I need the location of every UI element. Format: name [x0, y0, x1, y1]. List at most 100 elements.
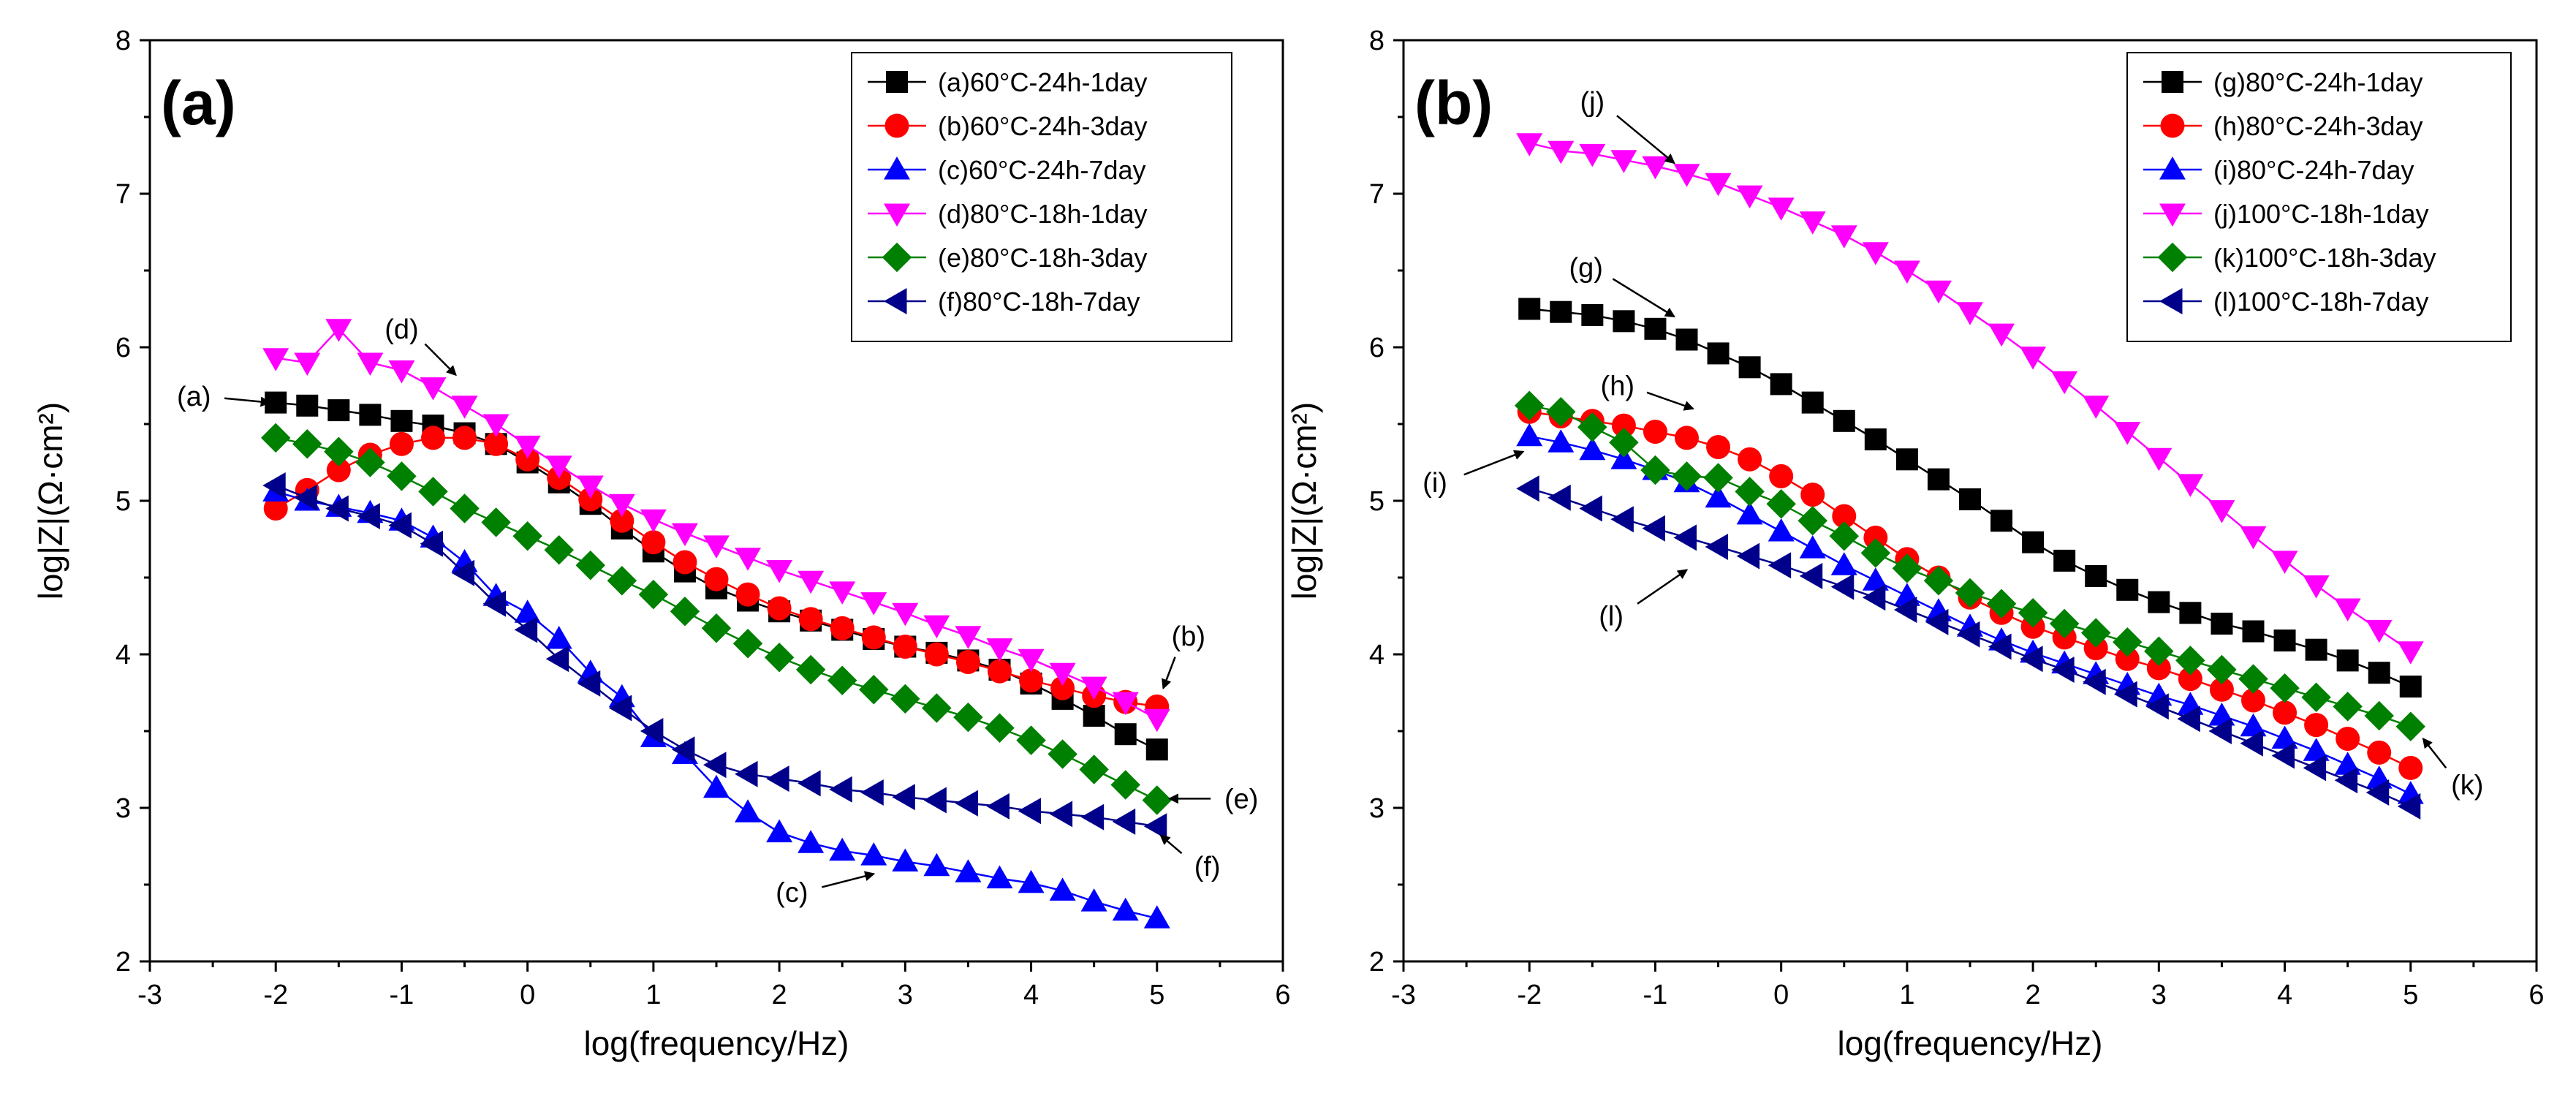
- data-point: [1830, 225, 1857, 249]
- data-point: [545, 455, 572, 479]
- legend-label: (g)80°C-24h-1day: [2213, 67, 2423, 97]
- data-point: [988, 659, 1012, 684]
- annotation-b: (b): [1162, 621, 1205, 690]
- annotation-arrow: [1612, 278, 1675, 318]
- data-point: [359, 404, 382, 426]
- panel-a-x-tick-label: 4: [1023, 980, 1039, 1010]
- data-point: [2085, 564, 2107, 587]
- panel-a-y-tick-label: 4: [115, 640, 131, 670]
- data-point: [2334, 767, 2358, 794]
- data-point: [420, 530, 443, 557]
- panel-b-x-tick-label: -1: [1643, 980, 1668, 1010]
- data-point: [1112, 808, 1136, 835]
- data-point: [1548, 429, 1575, 453]
- panel-b-y-tick-label: 6: [1369, 333, 1384, 363]
- data-point: [1736, 542, 1760, 570]
- data-point: [515, 447, 540, 472]
- data-point: [1673, 164, 1700, 187]
- legend-marker: [2159, 156, 2186, 180]
- data-point: [452, 426, 477, 450]
- data-point: [2053, 549, 2076, 572]
- data-point: [829, 581, 856, 605]
- panel-a-x-tick-label: 1: [645, 980, 661, 1010]
- panel-a-legend-box: [851, 52, 1232, 342]
- data-point: [1769, 464, 1794, 488]
- data-point: [421, 426, 445, 450]
- data-point: [1923, 565, 1954, 596]
- data-point: [2303, 738, 2330, 761]
- data-point: [1049, 662, 1076, 687]
- data-point: [1738, 447, 1762, 472]
- data-point: [1892, 553, 1922, 583]
- panel-a-y-tick-label: 7: [115, 179, 131, 210]
- annotation-e: (e): [1168, 784, 1258, 814]
- data-point: [1143, 708, 1170, 733]
- data-point: [1675, 328, 1698, 351]
- data-point: [2304, 713, 2329, 738]
- data-point: [2240, 526, 2267, 550]
- data-point: [482, 414, 509, 437]
- data-point: [1797, 506, 1827, 536]
- data-point: [2398, 755, 2423, 780]
- legend-entry: (e)80°C-18h-3day: [868, 242, 1148, 273]
- data-point: [388, 360, 415, 384]
- legend-entry: (i)80°C-24h-7day: [2143, 155, 2414, 185]
- data-point: [1577, 412, 1607, 442]
- data-point: [1640, 455, 1670, 485]
- data-point: [1832, 504, 1857, 529]
- data-point: [1799, 562, 1823, 589]
- data-point: [2083, 636, 2108, 661]
- data-point: [1049, 877, 1076, 901]
- data-point: [2240, 713, 2267, 737]
- data-point: [2145, 693, 2169, 720]
- data-point: [671, 523, 698, 547]
- data-point: [1050, 676, 1075, 700]
- data-point: [1516, 475, 1539, 502]
- panel-b-x-tick-label: 6: [2528, 980, 2544, 1010]
- panel-b-x-tick-label: -3: [1391, 980, 1416, 1010]
- data-point: [1707, 342, 1730, 365]
- panel-a-y-axis-label: log|Z|(Ω·cm²): [31, 402, 69, 600]
- data-point: [1990, 510, 2013, 532]
- data-point: [767, 596, 792, 621]
- legend-entry: (d)80°C-18h-1day: [868, 199, 1148, 229]
- data-point: [2303, 575, 2330, 599]
- data-point: [1673, 524, 1697, 551]
- data-point: [2207, 654, 2237, 685]
- data-point: [2116, 578, 2139, 601]
- data-point: [1829, 521, 1860, 551]
- data-point: [2175, 646, 2205, 676]
- panel-b-y-tick-label: 3: [1369, 793, 1384, 824]
- data-point: [578, 487, 603, 512]
- data-point: [2238, 664, 2268, 694]
- data-point: [1705, 173, 1732, 197]
- annotation-label: (d): [384, 314, 418, 345]
- data-point: [1770, 373, 1792, 396]
- data-point: [451, 559, 475, 586]
- data-point: [2336, 727, 2360, 751]
- data-point: [2051, 371, 2078, 395]
- data-point: [732, 629, 763, 659]
- data-point: [2270, 673, 2300, 703]
- panel-b-legend-box: [2126, 52, 2512, 342]
- data-point: [1079, 754, 1109, 784]
- panel-b-x-tick-label: 3: [2151, 980, 2167, 1010]
- data-point: [1642, 156, 1669, 180]
- data-point: [325, 495, 349, 522]
- data-point: [1644, 317, 1667, 340]
- data-point: [829, 837, 856, 861]
- panel-a: -3 -2 -1 0 1 2 3 4 5 6 2 3 4 5 6 7 8 log(frequency/Hz) log…: [31, 26, 1291, 1062]
- panel-b-x-tick-label: 1: [1899, 980, 1914, 1010]
- data-point: [923, 787, 947, 814]
- data-point: [2364, 700, 2394, 731]
- data-point: [2241, 688, 2265, 713]
- panel-b-x-tick-label: 0: [1773, 980, 1789, 1010]
- data-point: [2080, 618, 2111, 648]
- legend-marker: [2162, 71, 2183, 93]
- data-point: [2083, 668, 2106, 695]
- annotation-f: (f): [1159, 834, 1221, 882]
- annotation-d: (d): [384, 314, 457, 377]
- data-point: [514, 435, 541, 459]
- data-point: [2271, 725, 2298, 749]
- data-point: [2051, 657, 2075, 683]
